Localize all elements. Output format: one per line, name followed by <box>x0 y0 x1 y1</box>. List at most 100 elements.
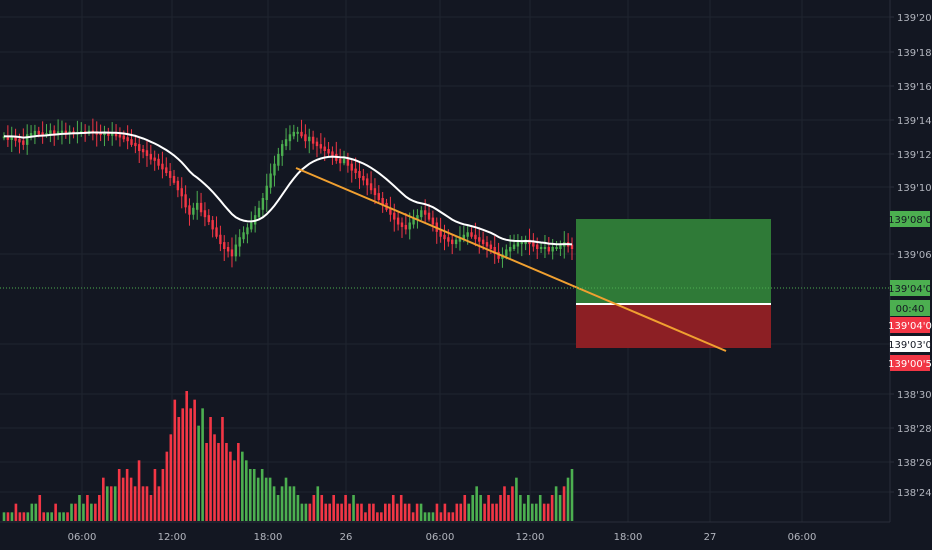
candle-body <box>122 135 125 140</box>
candle-body <box>416 215 419 220</box>
candle <box>261 193 265 217</box>
candle <box>153 150 156 171</box>
volume-bar <box>109 486 113 521</box>
risk-reward-zones[interactable] <box>576 219 771 348</box>
candle-body <box>41 132 44 136</box>
volume-bar <box>475 486 478 521</box>
candle-body <box>481 239 485 245</box>
candle-body <box>470 232 473 237</box>
candle-body <box>242 232 245 240</box>
volume-bar <box>34 503 38 521</box>
volume-bar <box>451 512 455 521</box>
candle-body <box>342 158 346 164</box>
volume-bar <box>419 503 423 521</box>
target-price-tag-label: 139'08'0 <box>888 215 932 226</box>
candle-body <box>489 244 493 249</box>
volume-bar <box>14 503 18 521</box>
candle-body <box>551 247 554 252</box>
price-axis[interactable]: 139'20'0 139'18'0 139'16'0 139'14'0 139'12'0… <box>890 13 932 499</box>
candle <box>269 163 272 194</box>
candle-body <box>404 224 408 230</box>
volume-bar <box>185 391 189 521</box>
candle <box>145 139 149 167</box>
volume-bar <box>554 486 558 521</box>
profit-zone[interactable] <box>576 219 771 304</box>
volume-bar <box>352 495 355 521</box>
volume-bar <box>66 512 69 521</box>
candle-body <box>273 163 276 176</box>
volume-bar <box>372 503 375 521</box>
time-axis[interactable]: 06:00 12:00 18:00 26 06:00 12:00 18:00 27 06:00 <box>68 532 817 543</box>
candle <box>56 119 60 140</box>
volume-bar <box>46 512 49 521</box>
candle-body <box>25 134 29 145</box>
current-price-tag-bg <box>890 336 930 352</box>
candle-body <box>226 247 230 252</box>
volume-bar <box>121 477 125 521</box>
volume-bar <box>54 503 57 521</box>
volume-bar <box>98 495 101 521</box>
candle <box>238 229 241 257</box>
candle <box>138 138 141 163</box>
candle-body <box>277 153 280 166</box>
candle <box>60 120 64 145</box>
volume-bar <box>225 443 228 521</box>
volume-bar <box>145 486 149 521</box>
time-tick-label: 12:00 <box>158 532 187 543</box>
volume-bar <box>503 486 506 521</box>
volume-bar <box>205 443 208 521</box>
price-tick-label: 139'12'0 <box>897 150 932 161</box>
volume-bar <box>22 512 26 521</box>
vwap-line <box>3 131 573 246</box>
candle-body <box>366 178 369 186</box>
candle-body <box>431 217 435 225</box>
entry-price-tag-label: 139'04'0 <box>888 321 932 332</box>
volume-bar <box>264 477 268 521</box>
volume-bar <box>356 503 359 521</box>
volume-bars <box>2 391 574 521</box>
volume-bar <box>380 512 383 521</box>
candle-body <box>559 244 562 249</box>
volume-bar <box>407 503 411 521</box>
volume-bar <box>201 408 204 521</box>
candle <box>134 134 137 154</box>
price-tick-label: 139'06'0 <box>897 250 932 261</box>
volume-bar <box>542 503 546 521</box>
candle-body <box>265 185 268 200</box>
volume-bar <box>316 486 320 521</box>
volume-bar <box>340 503 343 521</box>
loss-zone[interactable] <box>576 304 771 348</box>
candle-body <box>223 242 226 249</box>
volume-bar <box>90 503 93 521</box>
candle <box>14 128 17 147</box>
candle-body <box>427 212 431 220</box>
candle <box>25 124 29 155</box>
candle-body <box>323 146 326 151</box>
candle-body <box>389 207 392 215</box>
volume-bar <box>435 503 439 521</box>
trendline[interactable] <box>295 167 727 352</box>
candle <box>165 157 168 177</box>
volume-bar <box>292 486 296 521</box>
candle <box>199 192 203 217</box>
volume-bar <box>280 486 284 521</box>
volume-bar <box>304 503 308 521</box>
candle <box>122 130 125 143</box>
candle-body <box>49 130 52 136</box>
candle <box>304 124 307 149</box>
candle <box>393 203 396 232</box>
candle-body <box>64 130 68 134</box>
volume-bar <box>193 399 196 521</box>
candle-body <box>199 202 203 213</box>
candle <box>10 126 13 152</box>
volume-bar <box>511 486 514 521</box>
volume-bar <box>189 408 192 521</box>
candle-body <box>439 229 442 237</box>
candle-body <box>423 210 427 215</box>
candle <box>277 147 280 171</box>
candle-body <box>22 140 25 145</box>
candle <box>512 234 516 251</box>
time-tick-label: 06:00 <box>788 532 817 543</box>
candle-body <box>207 215 210 223</box>
